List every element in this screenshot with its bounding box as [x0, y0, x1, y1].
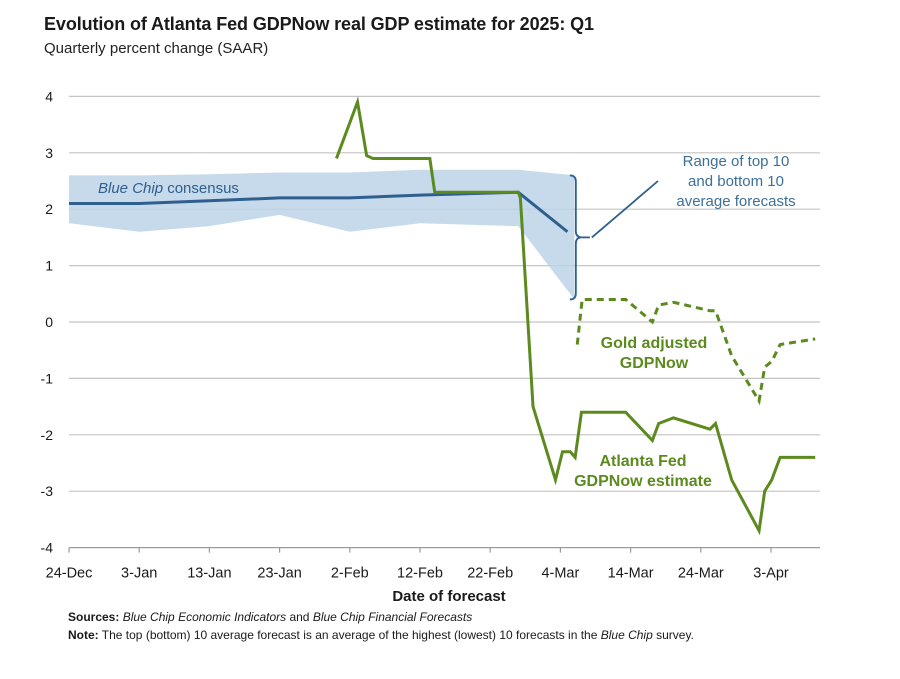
label-gold-adjusted-line: GDPNow — [620, 355, 689, 372]
label-blue-chip-consensus: Blue Chip consensus — [98, 180, 239, 197]
footnote: Note: The top (bottom) 10 average foreca… — [68, 627, 788, 643]
x-tick-label: 23-Jan — [257, 566, 301, 582]
x-tick-label: 4-Mar — [541, 566, 579, 582]
x-axis-label: Date of forecast — [392, 588, 505, 605]
y-tick-label: 1 — [45, 258, 53, 274]
series-lines — [69, 96, 816, 536]
y-tick-label: 3 — [45, 145, 53, 161]
label-rest: consensus — [163, 180, 239, 197]
note-text-1: The top (bottom) 10 average forecast is … — [98, 628, 601, 642]
label-range-forecasts-line: average forecasts — [676, 193, 795, 210]
label-gold-adjusted-line: Gold adjusted — [601, 335, 708, 352]
gold-adjusted-gdpnow-line — [575, 297, 816, 406]
x-tick-label: 24-Dec — [46, 566, 93, 582]
x-tick-label: 3-Apr — [753, 566, 789, 582]
label-range-forecasts: Range of top 10 and bottom 10 average fore… — [676, 153, 795, 210]
y-tick-label: -4 — [41, 540, 54, 556]
sources-note: Sources: Blue Chip Economic Indicators a… — [68, 610, 472, 624]
x-axis: 24-Dec 3-Jan 13-Jan 23-Jan 2-Feb 12-Feb 22-Feb… — [46, 546, 820, 582]
x-tick-label: 13-Jan — [187, 566, 231, 582]
x-tick-label: 22-Feb — [467, 566, 513, 582]
y-tick-label: -3 — [41, 483, 54, 499]
note-text-3: survey. — [652, 628, 694, 642]
sources-conjunction: and — [286, 610, 313, 624]
label-gdpnow-estimate-line: GDPNow estimate — [574, 473, 712, 490]
label-range-forecasts-line: and bottom 10 — [688, 173, 784, 190]
note-text-2: Blue Chip — [600, 628, 653, 642]
sources-pub-1: Blue Chip Economic Indicators — [122, 610, 287, 624]
label-gdpnow-estimate-line: Atlanta Fed — [599, 453, 686, 470]
label-range-forecasts-line: Range of top 10 — [683, 153, 790, 170]
x-tick-label: 2-Feb — [331, 566, 369, 582]
x-tick-label: 12-Feb — [397, 566, 443, 582]
chart-subtitle: Quarterly percent change (SAAR) — [44, 40, 269, 57]
x-tick-label: 3-Jan — [121, 566, 157, 582]
y-tick-label: 4 — [45, 88, 53, 104]
sources-label: Sources: — [68, 610, 120, 624]
atlanta-fed-gdpnow-estimate-line — [335, 96, 816, 536]
label-gdpnow-estimate: Atlanta Fed GDPNow estimate — [574, 453, 712, 490]
x-tick-label: 24-Mar — [678, 566, 724, 582]
y-tick-label: 2 — [45, 201, 53, 217]
y-tick-label: -2 — [41, 427, 54, 443]
y-axis-tick-labels: 4 3 2 1 0 -1 -2 -3 -4 — [41, 88, 54, 555]
x-tick-label: 14-Mar — [608, 566, 654, 582]
y-tick-label: 0 — [45, 314, 53, 330]
y-tick-label: -1 — [41, 370, 54, 386]
annotations: Blue Chip consensus Range of top 10 and bo… — [98, 153, 796, 490]
chart-title: Evolution of Atlanta Fed GDPNow real GDP… — [44, 14, 594, 34]
label-italic-part: Blue Chip — [98, 180, 163, 197]
note-label: Note: — [68, 628, 99, 642]
range-leader-line — [591, 180, 659, 239]
label-gold-adjusted: Gold adjusted GDPNow — [601, 335, 708, 372]
sources-pub-2: Blue Chip Financial Forecasts — [312, 610, 473, 624]
